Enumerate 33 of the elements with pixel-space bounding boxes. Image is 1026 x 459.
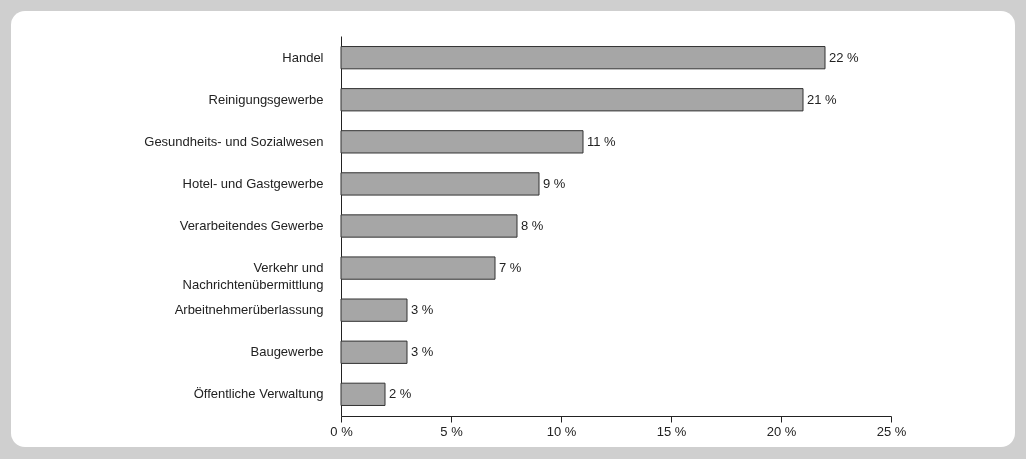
data-label: 3 % <box>411 302 434 318</box>
data-label: 9 % <box>543 175 566 191</box>
bar <box>340 382 386 406</box>
y-tick-label: Gesundheits- und Sozialwesen <box>144 133 324 149</box>
y-tick-label: Öffentliche Verwaltung <box>193 386 324 402</box>
data-label: 8 % <box>521 218 544 233</box>
y-tick-label: Baugewerbe <box>250 344 324 360</box>
y-tick-label: Hotel- und Gastgewerbe <box>182 175 324 191</box>
data-label: 3 % <box>411 344 434 360</box>
y-tick-label: Handel <box>282 49 324 65</box>
data-label: 11 % <box>587 133 617 149</box>
y-tick-label: Arbeitnehmerüberlassung <box>174 302 324 318</box>
data-label: 21 % <box>807 91 838 107</box>
x-tick-label: 15 % <box>656 423 687 439</box>
bar <box>340 214 518 238</box>
bar <box>340 88 804 112</box>
data-label: 7 % <box>499 260 522 276</box>
bar <box>340 46 826 70</box>
bar <box>340 256 496 280</box>
y-tick-label: Reinigungsgewerbe <box>208 91 324 107</box>
y-tick-label: Verarbeitendes Gewerbe <box>179 218 324 233</box>
x-tick-label: 25 % <box>876 423 907 439</box>
bar <box>340 130 584 154</box>
bar <box>340 298 408 322</box>
x-tick-label: 20 % <box>766 423 797 439</box>
data-label: 22 % <box>829 49 860 65</box>
x-tick-label: 10 % <box>546 423 577 439</box>
y-tick-label: Verkehr und Nachrichtenübermittlung <box>182 260 324 293</box>
bar <box>340 340 408 364</box>
x-tick-label: 0 % <box>330 423 354 439</box>
x-tick-label: 5 % <box>440 423 464 439</box>
data-label: 2 % <box>389 386 412 402</box>
bar <box>340 172 540 196</box>
